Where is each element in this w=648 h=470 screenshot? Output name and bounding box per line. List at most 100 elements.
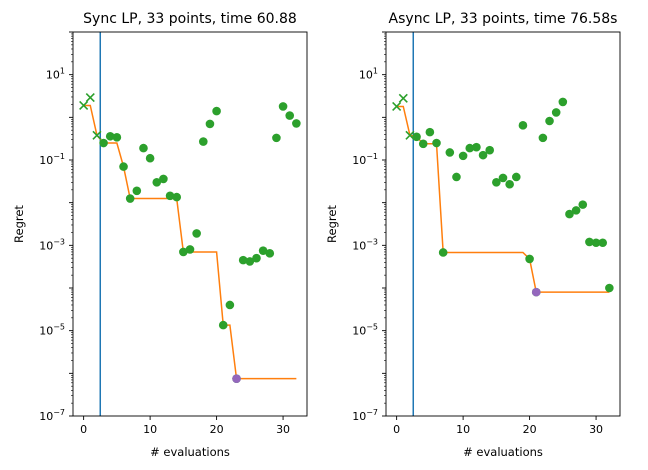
plot-area xyxy=(392,32,614,416)
evaluation-point xyxy=(598,238,608,248)
evaluation-point xyxy=(99,138,108,148)
y-tick-base: 10 xyxy=(352,154,366,167)
best-point xyxy=(232,374,241,383)
y-tick-label: 101 xyxy=(359,67,378,82)
x-tick-label: 10 xyxy=(143,423,157,436)
evaluation-point xyxy=(145,153,155,163)
evaluation-point xyxy=(205,119,215,129)
x-axis-label: # evaluations xyxy=(150,445,230,459)
evaluation-point xyxy=(578,200,588,209)
y-tick-base: 10 xyxy=(46,69,60,82)
y-tick-exponent: −1 xyxy=(53,152,65,161)
evaluation-point xyxy=(485,145,495,155)
evaluation-point xyxy=(605,283,614,293)
evaluation-point xyxy=(192,229,201,238)
y-tick-base: 10 xyxy=(39,325,53,338)
evaluation-point xyxy=(225,300,235,310)
evaluation-point xyxy=(292,119,301,128)
initial-point-marker xyxy=(92,130,102,140)
initial-point-marker xyxy=(392,101,402,112)
y-tick-exponent: −7 xyxy=(366,408,378,417)
evaluation-point xyxy=(159,174,168,184)
evaluation-point xyxy=(538,133,548,143)
chart-title: Sync LP, 33 points, time 60.88 xyxy=(83,11,297,27)
evaluation-point xyxy=(478,150,488,160)
evaluation-point xyxy=(518,121,528,130)
x-tick-label: 0 xyxy=(80,423,87,436)
evaluation-point xyxy=(551,108,561,117)
y-tick-label: 10−1 xyxy=(352,152,378,167)
evaluation-point xyxy=(438,248,448,257)
evaluation-point xyxy=(565,209,574,219)
evaluation-point xyxy=(139,143,148,153)
best-point xyxy=(531,287,541,297)
evaluation-point xyxy=(445,148,455,157)
axes-frame xyxy=(385,31,621,417)
y-tick-exponent: −1 xyxy=(366,152,378,161)
evaluation-point xyxy=(545,116,554,126)
y-tick-base: 10 xyxy=(352,239,366,252)
y-tick-label: 10−7 xyxy=(352,408,378,423)
x-axis-label: # evaluations xyxy=(463,445,543,459)
evaluation-point xyxy=(458,151,468,161)
y-tick-base: 10 xyxy=(352,325,366,338)
evaluation-point xyxy=(152,178,162,187)
x-tick-label: 20 xyxy=(210,423,224,436)
y-tick-base: 10 xyxy=(359,69,373,82)
evaluation-point xyxy=(412,132,421,142)
evaluation-point xyxy=(265,249,275,258)
y-tick-base: 10 xyxy=(39,239,53,252)
y-tick-label: 10−1 xyxy=(39,152,65,167)
y-tick-label: 10−5 xyxy=(39,323,65,338)
y-tick-label: 10−3 xyxy=(39,237,65,252)
evaluation-point xyxy=(105,131,115,141)
evaluation-point xyxy=(472,142,481,152)
evaluation-point xyxy=(198,137,208,146)
y-tick-label: 101 xyxy=(46,67,65,82)
evaluation-point xyxy=(505,179,514,189)
y-tick-exponent: 1 xyxy=(373,67,378,76)
evaluation-point xyxy=(252,253,261,263)
evaluation-point xyxy=(285,111,295,120)
evaluation-point xyxy=(425,127,435,137)
initial-point-marker xyxy=(79,100,89,111)
y-tick-base: 10 xyxy=(352,410,366,423)
evaluation-point xyxy=(525,254,534,264)
incumbent-line xyxy=(83,104,297,380)
y-tick-exponent: −3 xyxy=(53,237,65,246)
evaluation-point xyxy=(179,247,188,257)
evaluation-point xyxy=(585,237,594,247)
evaluation-point xyxy=(511,172,521,182)
evaluation-point xyxy=(571,206,581,215)
evaluation-point xyxy=(278,102,288,111)
evaluation-point xyxy=(452,172,461,182)
y-tick-label: 10−7 xyxy=(39,408,65,423)
x-tick-label: 10 xyxy=(456,423,470,436)
y-axis-label: Regret xyxy=(12,205,26,243)
evaluation-point xyxy=(238,255,248,265)
evaluation-point xyxy=(498,173,508,183)
evaluation-point xyxy=(212,106,221,116)
y-axis-label: Regret xyxy=(325,205,339,243)
evaluation-point xyxy=(272,133,281,143)
initial-point-marker xyxy=(85,93,95,103)
evaluation-point xyxy=(492,178,501,187)
evaluation-point xyxy=(125,194,135,203)
y-tick-label: 10−3 xyxy=(352,237,378,252)
evaluation-point xyxy=(432,138,441,148)
x-tick-label: 20 xyxy=(523,423,537,436)
evaluation-point xyxy=(558,97,568,107)
evaluation-point xyxy=(185,245,195,254)
y-tick-exponent: −5 xyxy=(366,323,378,332)
x-tick-label: 30 xyxy=(589,423,603,436)
evaluation-point xyxy=(165,191,175,201)
x-tick-label: 0 xyxy=(393,423,400,436)
evaluation-point xyxy=(218,320,228,330)
evaluation-point xyxy=(418,139,428,149)
y-tick-label: 10−5 xyxy=(352,323,378,338)
x-tick-label: 30 xyxy=(276,423,290,436)
axes-frame xyxy=(72,31,308,417)
evaluation-point xyxy=(465,143,475,153)
